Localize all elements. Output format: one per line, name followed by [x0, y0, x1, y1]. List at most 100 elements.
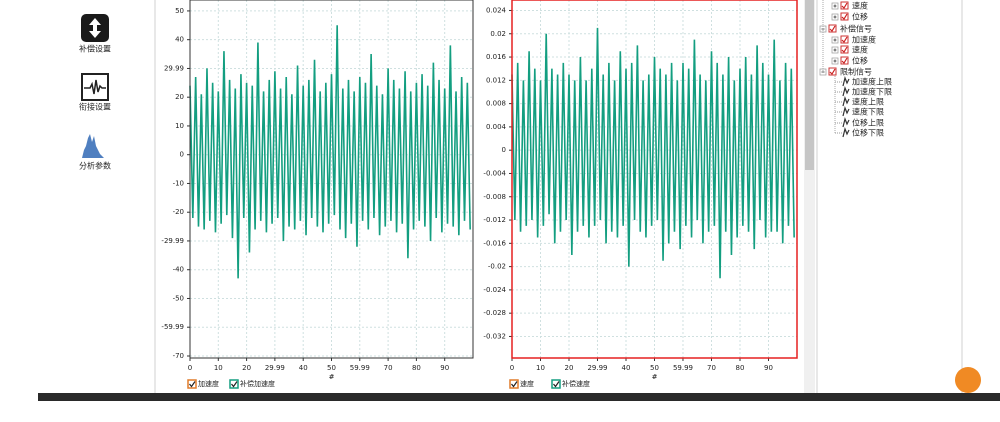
limit-icon — [842, 86, 850, 97]
y-tick-label: 10 — [175, 122, 184, 130]
y-tick-label: 40 — [175, 36, 184, 44]
tree-node[interactable]: 位移 — [831, 56, 868, 66]
legend-check — [189, 381, 196, 388]
tree-label: 位移 — [852, 12, 868, 22]
y-tick-label: 0 — [180, 151, 184, 159]
limit-icon — [842, 96, 850, 107]
x-tick-label: 70 — [707, 364, 716, 372]
legend-item[interactable]: 补偿速度 — [551, 379, 590, 389]
icon-wave — [84, 79, 106, 95]
y-tick-label: -10 — [173, 179, 184, 187]
tree-label: 补偿信号 — [840, 24, 872, 34]
limit-icon — [842, 106, 850, 117]
y-tick-label: -50 — [173, 294, 184, 302]
y-tick-label: -29.99 — [161, 237, 184, 245]
checkbox — [840, 56, 849, 65]
y-tick-label: 0.016 — [486, 53, 507, 61]
x-tick-label: 90 — [440, 364, 449, 372]
signal-line — [511, 27, 795, 279]
x-tick-label: 80 — [412, 364, 421, 372]
y-tick-label: 50 — [175, 7, 184, 15]
legend-item[interactable]: 加速度 — [187, 379, 219, 389]
legend-label: 补偿速度 — [562, 379, 590, 388]
x-tick-label: 29.99 — [265, 364, 285, 372]
chart: 50 40 29.99 20 10 0 -10 -20 -29.99 -40 -50 -59.99 -7… — [161, 0, 474, 389]
legend-item[interactable]: 补偿加速度 — [229, 379, 275, 389]
check — [841, 13, 848, 20]
analysis-button[interactable]: 分析参数 — [79, 134, 111, 171]
x-tick-label: 10 — [214, 364, 223, 372]
x-tick-label: 10 — [536, 364, 545, 372]
floating-badge[interactable] — [955, 367, 981, 393]
check — [829, 68, 836, 75]
transition-button[interactable]: 衔接设置 — [79, 73, 111, 112]
tree-node[interactable]: 速度 — [831, 1, 868, 11]
x-tick-label: 40 — [299, 364, 308, 372]
legend-check — [511, 381, 518, 388]
taskbar — [38, 393, 1000, 401]
y-tick-label: 29.99 — [164, 64, 184, 72]
tree-label: 位移上限 — [852, 118, 884, 128]
tree-node[interactable]: 加速度上限 — [835, 76, 892, 87]
y-tick-label: 0.008 — [486, 100, 506, 108]
x-tick-label: 0 — [188, 364, 192, 372]
tree-label: 位移 — [852, 56, 868, 66]
tree-node[interactable]: 位移 — [831, 12, 868, 22]
legend-checkbox — [229, 379, 239, 389]
plot-border — [189, 0, 474, 359]
y-tick-label: -40 — [173, 266, 184, 274]
y-tick-label: 0.024 — [486, 6, 507, 14]
check — [829, 25, 836, 32]
tree-node[interactable]: 位移上限 — [835, 117, 884, 128]
tree-node[interactable]: 速度下限 — [835, 106, 884, 117]
expander-plus — [833, 48, 837, 52]
legend-checkbox — [509, 379, 519, 389]
tree-node[interactable]: 加速度 — [831, 35, 876, 45]
x-tick-label: 80 — [736, 364, 745, 372]
x-tick-label: 59.99 — [350, 364, 370, 372]
legend-label: 加速度 — [198, 379, 219, 388]
y-tick-label: -20 — [173, 208, 184, 216]
y-tick-label: -70 — [173, 352, 184, 360]
tree-label: 加速度 — [852, 35, 876, 45]
tree-node[interactable]: 速度 — [831, 45, 868, 55]
checkbox — [828, 24, 837, 33]
x-axis-label: # — [329, 373, 335, 381]
x-tick-label: 20 — [242, 364, 251, 372]
scrollbar-track — [804, 0, 815, 393]
y-tick-label: -0.024 — [483, 286, 506, 294]
compensation-button[interactable]: 补偿设置 — [79, 14, 111, 54]
x-axis-label: # — [652, 373, 658, 381]
tree-node[interactable]: 位移下限 — [835, 127, 884, 138]
y-tick-label: 0.004 — [486, 123, 507, 131]
button-label: 补偿设置 — [79, 44, 111, 54]
tree-node[interactable]: 限制信号 — [819, 67, 872, 77]
y-tick-label: -0.032 — [483, 332, 506, 340]
tree-node[interactable]: 速度上限 — [835, 96, 884, 107]
tree-label: 位移下限 — [852, 128, 884, 138]
checkbox — [840, 45, 849, 54]
x-tick-label: 59.99 — [673, 364, 693, 372]
tree-node[interactable]: 加速度下限 — [835, 86, 892, 97]
tree-label: 加速度下限 — [852, 87, 892, 97]
y-tick-label: 0 — [502, 146, 506, 154]
checkbox — [840, 1, 849, 10]
x-tick-label: 90 — [764, 364, 773, 372]
chart: 0.024 0.02 0.016 0.012 0.008 0.004 0 -0.004 -0.0… — [483, 0, 798, 389]
y-tick-label: -59.99 — [161, 323, 184, 331]
checkbox — [840, 35, 849, 44]
plot-border — [511, 0, 798, 359]
limit-icon — [842, 127, 850, 138]
tree-view: 速度位移补偿信号加速度速度位移限制信号加速度上限加速度下限速度上限速度下限位移上… — [819, 0, 892, 138]
x-tick-label: 29.99 — [587, 364, 607, 372]
tree-label: 速度 — [852, 1, 868, 11]
legend-check — [231, 381, 238, 388]
legend-checkbox — [551, 379, 561, 389]
x-tick-label: 0 — [510, 364, 514, 372]
legend-label: 补偿加速度 — [240, 379, 275, 388]
legend-item[interactable]: 速度 — [509, 379, 534, 389]
expander-plus — [833, 15, 837, 19]
expander-plus — [833, 38, 837, 42]
scrollbar-thumb[interactable] — [805, 0, 814, 170]
